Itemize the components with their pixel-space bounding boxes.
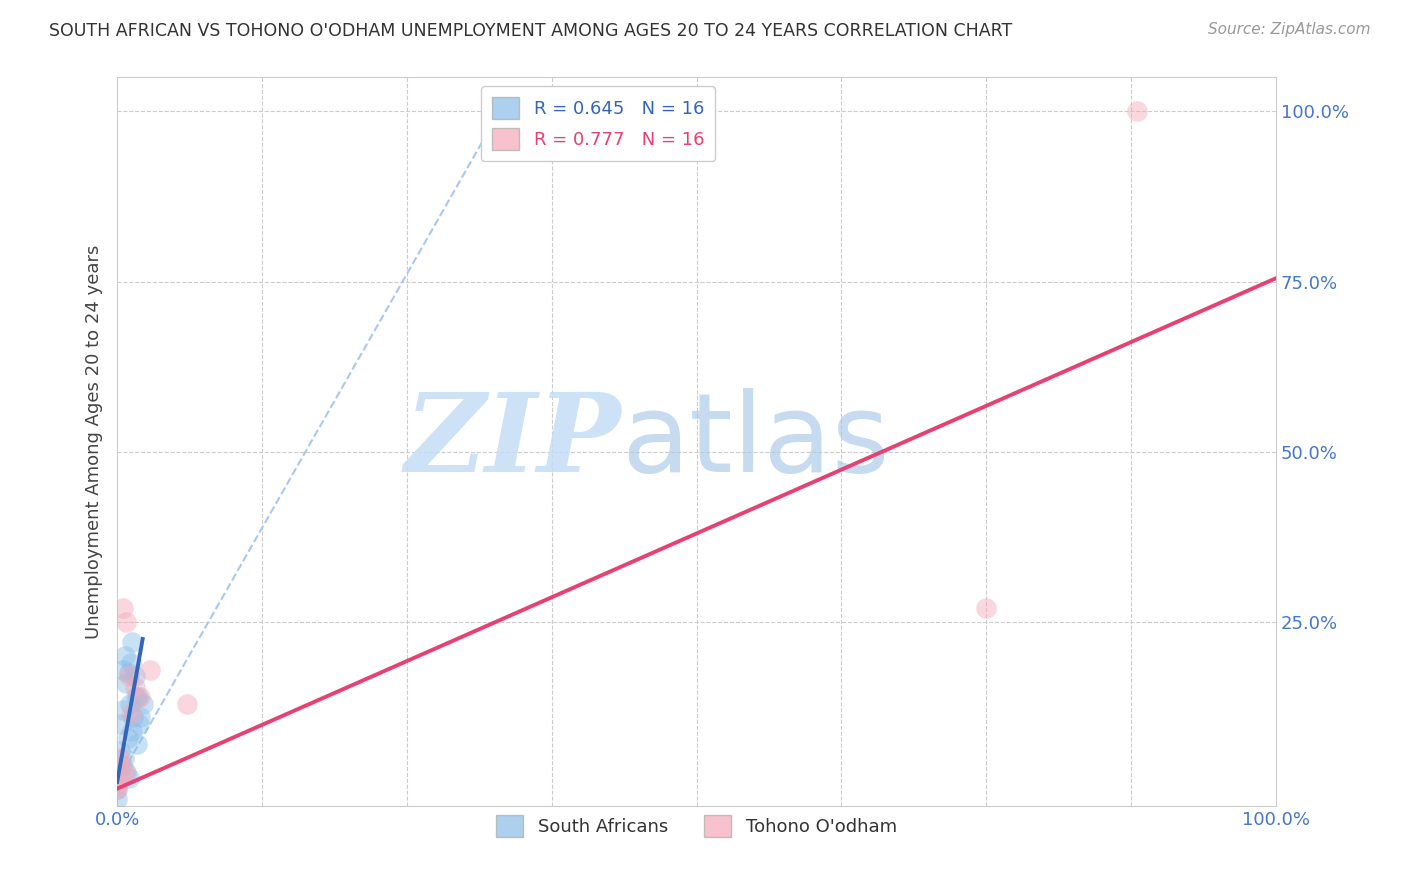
Point [121,723,143,738]
Point [105,792,128,806]
Point [127,690,149,704]
Point [118,665,141,680]
Point [114,764,136,779]
Point [118,772,141,786]
Point [974,601,997,615]
Point [125,690,148,704]
Point [118,669,141,683]
Text: SOUTH AFRICAN VS TOHONO O'ODHAM UNEMPLOYMENT AMONG AGES 20 TO 24 YEARS CORRELATI: SOUTH AFRICAN VS TOHONO O'ODHAM UNEMPLOY… [49,22,1012,40]
Point [110,717,132,731]
Point [112,751,135,765]
Point [117,731,139,745]
Point [105,781,128,796]
Point [111,663,134,677]
Text: Source: ZipAtlas.com: Source: ZipAtlas.com [1208,22,1371,37]
Point [124,680,146,694]
Point [108,744,131,758]
Point [129,710,152,724]
Text: atlas: atlas [621,388,890,495]
Point [105,781,128,796]
Point [111,703,134,717]
Point [110,757,132,772]
Point [122,710,145,724]
Point [115,764,138,779]
Y-axis label: Unemployment Among Ages 20 to 24 years: Unemployment Among Ages 20 to 24 years [86,244,103,639]
Point [108,751,131,765]
Point [118,697,141,711]
Point [111,601,134,615]
Point [110,772,132,786]
Point [131,697,153,711]
Legend: South Africans, Tohono O'odham: South Africans, Tohono O'odham [489,807,904,844]
Point [121,635,143,649]
Point [114,648,136,663]
Point [115,615,138,629]
Text: ZIP: ZIP [405,388,621,495]
Point [125,738,148,752]
Point [124,669,146,683]
Point [115,676,138,690]
Point [111,757,134,772]
Point [176,697,198,711]
Point [1126,104,1149,119]
Point [138,663,160,677]
Point [128,717,150,731]
Point [105,778,128,792]
Point [120,706,142,721]
Point [120,656,142,670]
Point [129,690,152,704]
